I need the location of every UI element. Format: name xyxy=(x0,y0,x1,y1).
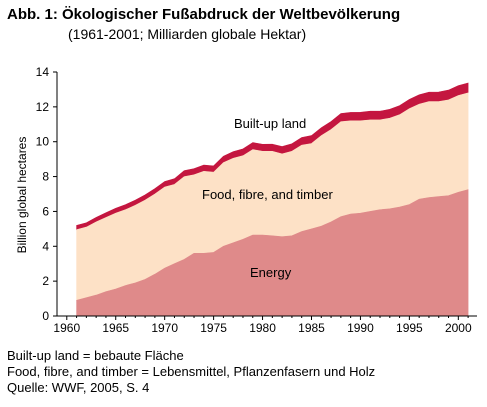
x-tick-label: 1990 xyxy=(347,321,374,335)
tick-labels: 0 2 4 6 8 10 12 14 1960 1965 1970 1975 1980 1985 1990 1… xyxy=(36,65,472,335)
y-axis-label: Billion global hectares xyxy=(15,137,29,254)
footnote-builtup: Built-up land = bebaute Fläche xyxy=(7,348,184,363)
series-label-builtup: Built-up land xyxy=(234,116,306,131)
y-tick-label: 14 xyxy=(36,65,50,79)
y-tick-label: 10 xyxy=(36,135,50,149)
x-tick-label: 1965 xyxy=(102,321,129,335)
footnote-source: Quelle: WWF, 2005, S. 4 xyxy=(7,380,150,395)
footnote-food: Food, fibre, and timber = Lebensmittel, … xyxy=(7,364,376,379)
y-tick-label: 12 xyxy=(36,100,50,114)
y-tick-label: 6 xyxy=(42,204,49,218)
x-tick-label: 1975 xyxy=(200,321,227,335)
x-tick-label: 1980 xyxy=(249,321,276,335)
y-tick-label: 0 xyxy=(42,309,49,323)
y-tick-label: 4 xyxy=(42,239,49,253)
x-tick-label: 1985 xyxy=(298,321,325,335)
x-tick-label: 2000 xyxy=(445,321,472,335)
x-tick-label: 1995 xyxy=(396,321,423,335)
chart-title: Abb. 1: Ökologischer Fußabdruck der Welt… xyxy=(7,6,401,23)
series-label-energy: Energy xyxy=(250,265,292,280)
y-tick-label: 8 xyxy=(42,170,49,184)
y-tick-label: 2 xyxy=(42,274,49,288)
x-tick-label: 1960 xyxy=(53,321,80,335)
x-tick-label: 1970 xyxy=(151,321,178,335)
axes xyxy=(53,71,477,320)
chart-subtitle: (1961-2001; Milliarden globale Hektar) xyxy=(68,26,307,42)
plot-areas xyxy=(76,82,469,317)
series-label-food: Food, fibre, and timber xyxy=(202,187,333,202)
